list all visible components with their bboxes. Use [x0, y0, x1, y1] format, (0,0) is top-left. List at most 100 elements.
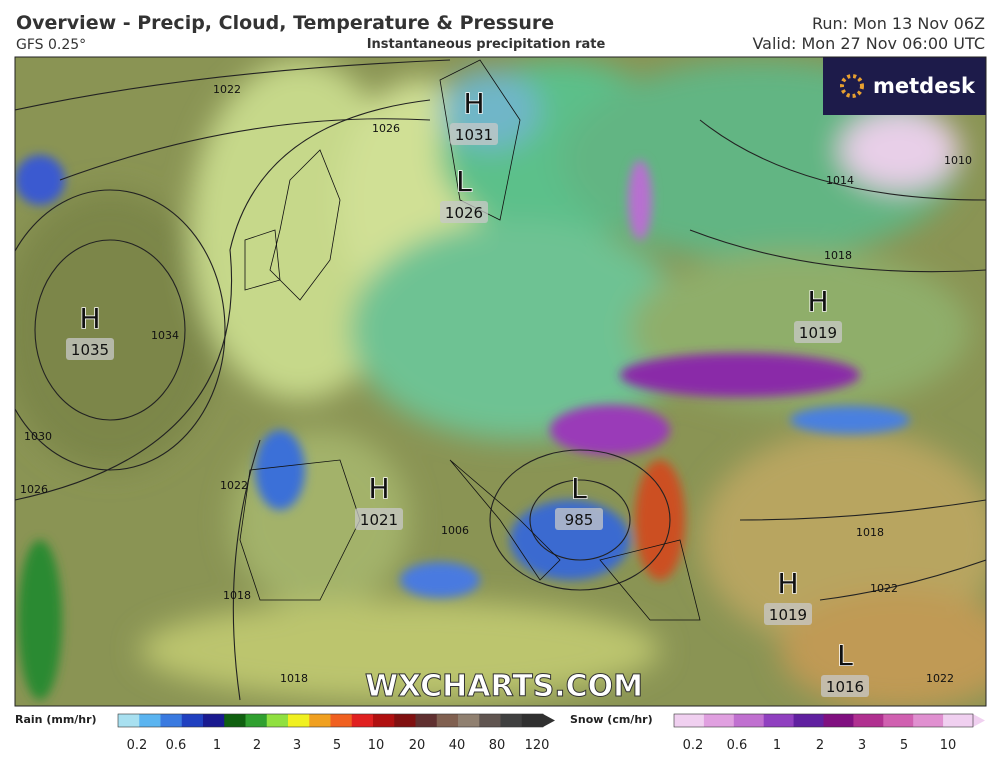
isobar-label: 1022: [926, 672, 954, 685]
center-label-box: [821, 675, 869, 697]
snow-tick-label: 10: [940, 738, 957, 753]
center-pressure: 1035: [71, 341, 109, 359]
isobar: [689, 229, 986, 273]
isobar-label: 1030: [24, 430, 52, 443]
snow-swatch-arrow: [973, 714, 985, 727]
snow-tick-label: 0.6: [727, 738, 748, 753]
rain-swatch: [245, 714, 268, 727]
map-frame: [14, 56, 987, 707]
center-label-box: [355, 508, 403, 530]
center-pressure: 1026: [445, 204, 483, 222]
isobar: [15, 189, 226, 471]
snow-tick-label: 3: [858, 738, 866, 753]
rain-tick-label: 1: [213, 738, 221, 753]
rain-tick-label: 40: [449, 738, 466, 753]
rain-swatch: [521, 714, 544, 727]
center-kind: H: [368, 472, 389, 505]
isobar-label: 1010: [944, 154, 972, 167]
isobar: [699, 119, 986, 201]
isobar-label: 1018: [856, 526, 884, 539]
snow-swatch: [733, 714, 765, 727]
isobar-label: 1018: [824, 249, 852, 262]
subtitle: Instantaneous precipitation rate: [367, 37, 606, 52]
rain-tick-label: 80: [489, 738, 506, 753]
center-label-box: [440, 201, 488, 223]
snow-tick-label: 2: [816, 738, 824, 753]
map: metdesk WXCHARTS.COM H 1031 L 1026 H 1035 H 101…: [15, 57, 986, 706]
watermark: WXCHARTS.COM: [365, 669, 643, 704]
rain-swatch: [139, 714, 161, 727]
logo-icon: [840, 74, 864, 98]
rain-swatch: [330, 714, 353, 727]
isobar: [59, 118, 431, 181]
logo: metdesk: [873, 74, 976, 98]
isobar-label: 1026: [20, 483, 48, 496]
snow-tick-label: 0.2: [683, 738, 704, 753]
pressure-centers: H 1031 L 1026 H 1035 H 1019 H 1021 L 985 H 1019 L 1016: [66, 86, 869, 697]
rain-tick-label: 10: [368, 738, 385, 753]
rain-swatch-arrow: [543, 714, 555, 727]
rain-swatch: [479, 714, 501, 727]
isobar-labels: 1022 1026 1034 1030 1026 1022 1018 1018 1010 1014…: [20, 83, 972, 685]
snow-tick-label: 1: [773, 738, 781, 753]
rain-swatch: [160, 714, 183, 727]
isobar-label: 1018: [280, 672, 308, 685]
isobar: [489, 449, 671, 591]
center-pressure: 1021: [360, 511, 398, 529]
rain-tick-label: 120: [525, 738, 550, 753]
center-kind: H: [777, 567, 798, 600]
rain-swatch: [224, 714, 246, 727]
rain-swatch: [203, 714, 225, 727]
rain-swatch-frame: [117, 713, 544, 728]
isobar: [819, 559, 986, 601]
rain-swatch: [436, 714, 459, 727]
rain-swatch: [181, 714, 204, 727]
snow-swatch: [674, 714, 705, 727]
isobars: [15, 59, 986, 701]
rain-legend-title: Rain (mm/hr): [15, 713, 97, 726]
snow-swatch: [763, 714, 795, 727]
center-label-box: [794, 321, 842, 343]
center-kind: H: [79, 302, 100, 335]
coast: [239, 459, 361, 601]
run: Run: Mon 13 Nov 06Z: [812, 14, 985, 33]
isobar-label: 1034: [151, 329, 179, 342]
isobar: [15, 59, 451, 111]
snow-swatch: [883, 714, 914, 727]
isobar: [15, 99, 431, 501]
model: GFS 0.25°: [16, 37, 86, 53]
coast: [269, 149, 341, 301]
center-label-box: [66, 338, 114, 360]
center-pressure: 1019: [799, 324, 837, 342]
center-kind: H: [807, 285, 828, 318]
center-kind: L: [456, 165, 472, 198]
isobar-label: 1026: [372, 122, 400, 135]
valid: Valid: Mon 27 Nov 06:00 UTC: [752, 34, 985, 53]
rain-swatch: [351, 714, 374, 727]
coast: [449, 459, 561, 581]
title: Overview - Precip, Cloud, Temperature & …: [16, 12, 554, 34]
isobar-label: 1022: [870, 582, 898, 595]
rain-swatch: [118, 714, 140, 727]
legend: 0.2 0.6 1 2 3 5 10 20 40 80 120 0.2 0.6 1 2 3 5 10: [117, 713, 985, 753]
isobar: [34, 239, 186, 421]
rain-swatch: [394, 714, 416, 727]
snow-swatch-frame: [673, 713, 974, 728]
rain-swatch: [266, 714, 289, 727]
rain-tick-label: 0.2: [127, 738, 148, 753]
isobar-label: 1014: [826, 174, 854, 187]
snow-swatch: [943, 714, 974, 727]
coast: [599, 539, 701, 621]
isobar-label: 1018: [223, 589, 251, 602]
rain-swatch: [415, 714, 438, 727]
center-pressure: 1031: [455, 126, 493, 144]
rain-swatch: [500, 714, 523, 727]
fields: [15, 60, 986, 706]
center-label-box: [450, 123, 498, 145]
snow-tick-label: 5: [900, 738, 908, 753]
rain-tick-label: 0.6: [166, 738, 187, 753]
isobar-label: 1022: [220, 479, 248, 492]
snow-swatch: [703, 714, 735, 727]
